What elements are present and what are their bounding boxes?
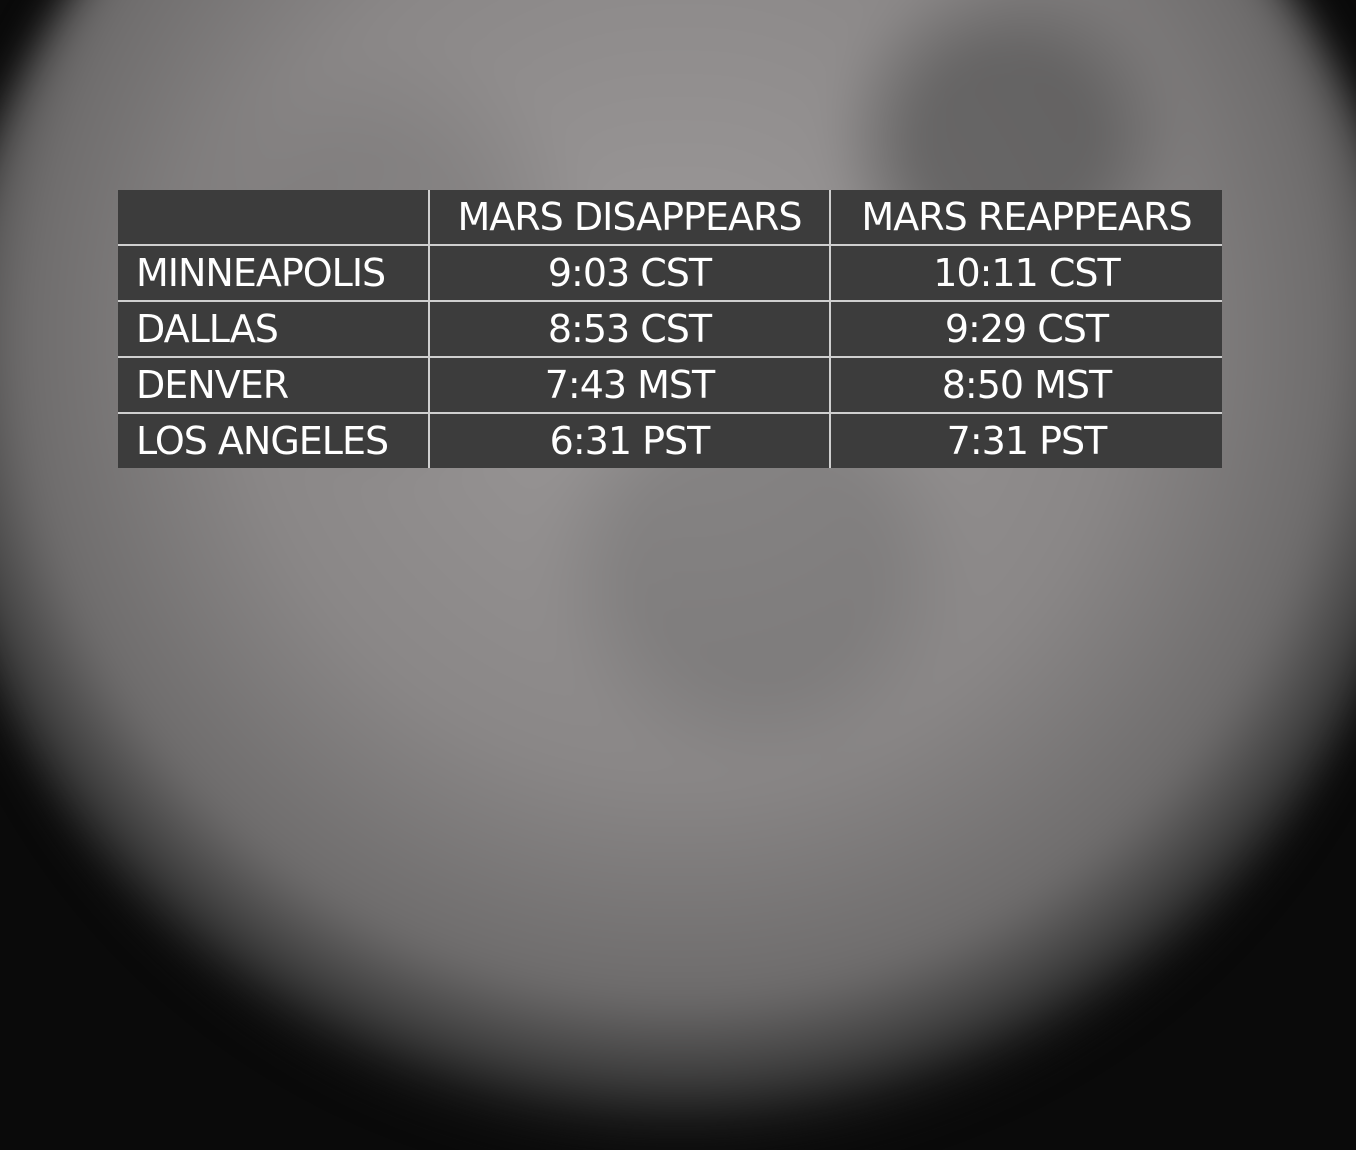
mars-occultation-table: MARS DISAPPEARS MARS REAPPEARS MINNEAPOL… — [118, 190, 1222, 468]
table-row: MINNEAPOLIS 9:03 CST 10:11 CST — [118, 244, 1222, 302]
header-row: MARS DISAPPEARS MARS REAPPEARS — [118, 190, 1222, 246]
disappears-cell: 6:31 PST — [428, 412, 831, 468]
header-disappears: MARS DISAPPEARS — [428, 190, 831, 246]
table-row: DALLAS 8:53 CST 9:29 CST — [118, 300, 1222, 358]
reappears-cell: 7:31 PST — [829, 412, 1222, 468]
table-row: LOS ANGELES 6:31 PST 7:31 PST — [118, 412, 1222, 468]
disappears-cell: 9:03 CST — [428, 244, 831, 302]
header-empty — [118, 190, 430, 246]
reappears-cell: 9:29 CST — [829, 300, 1222, 358]
city-cell: LOS ANGELES — [118, 412, 430, 468]
city-cell: DENVER — [118, 356, 430, 414]
reappears-cell: 10:11 CST — [829, 244, 1222, 302]
table-row: DENVER 7:43 MST 8:50 MST — [118, 356, 1222, 414]
disappears-cell: 7:43 MST — [428, 356, 831, 414]
city-cell: DALLAS — [118, 300, 430, 358]
reappears-cell: 8:50 MST — [829, 356, 1222, 414]
header-reappears: MARS REAPPEARS — [829, 190, 1222, 246]
disappears-cell: 8:53 CST — [428, 300, 831, 358]
city-cell: MINNEAPOLIS — [118, 244, 430, 302]
